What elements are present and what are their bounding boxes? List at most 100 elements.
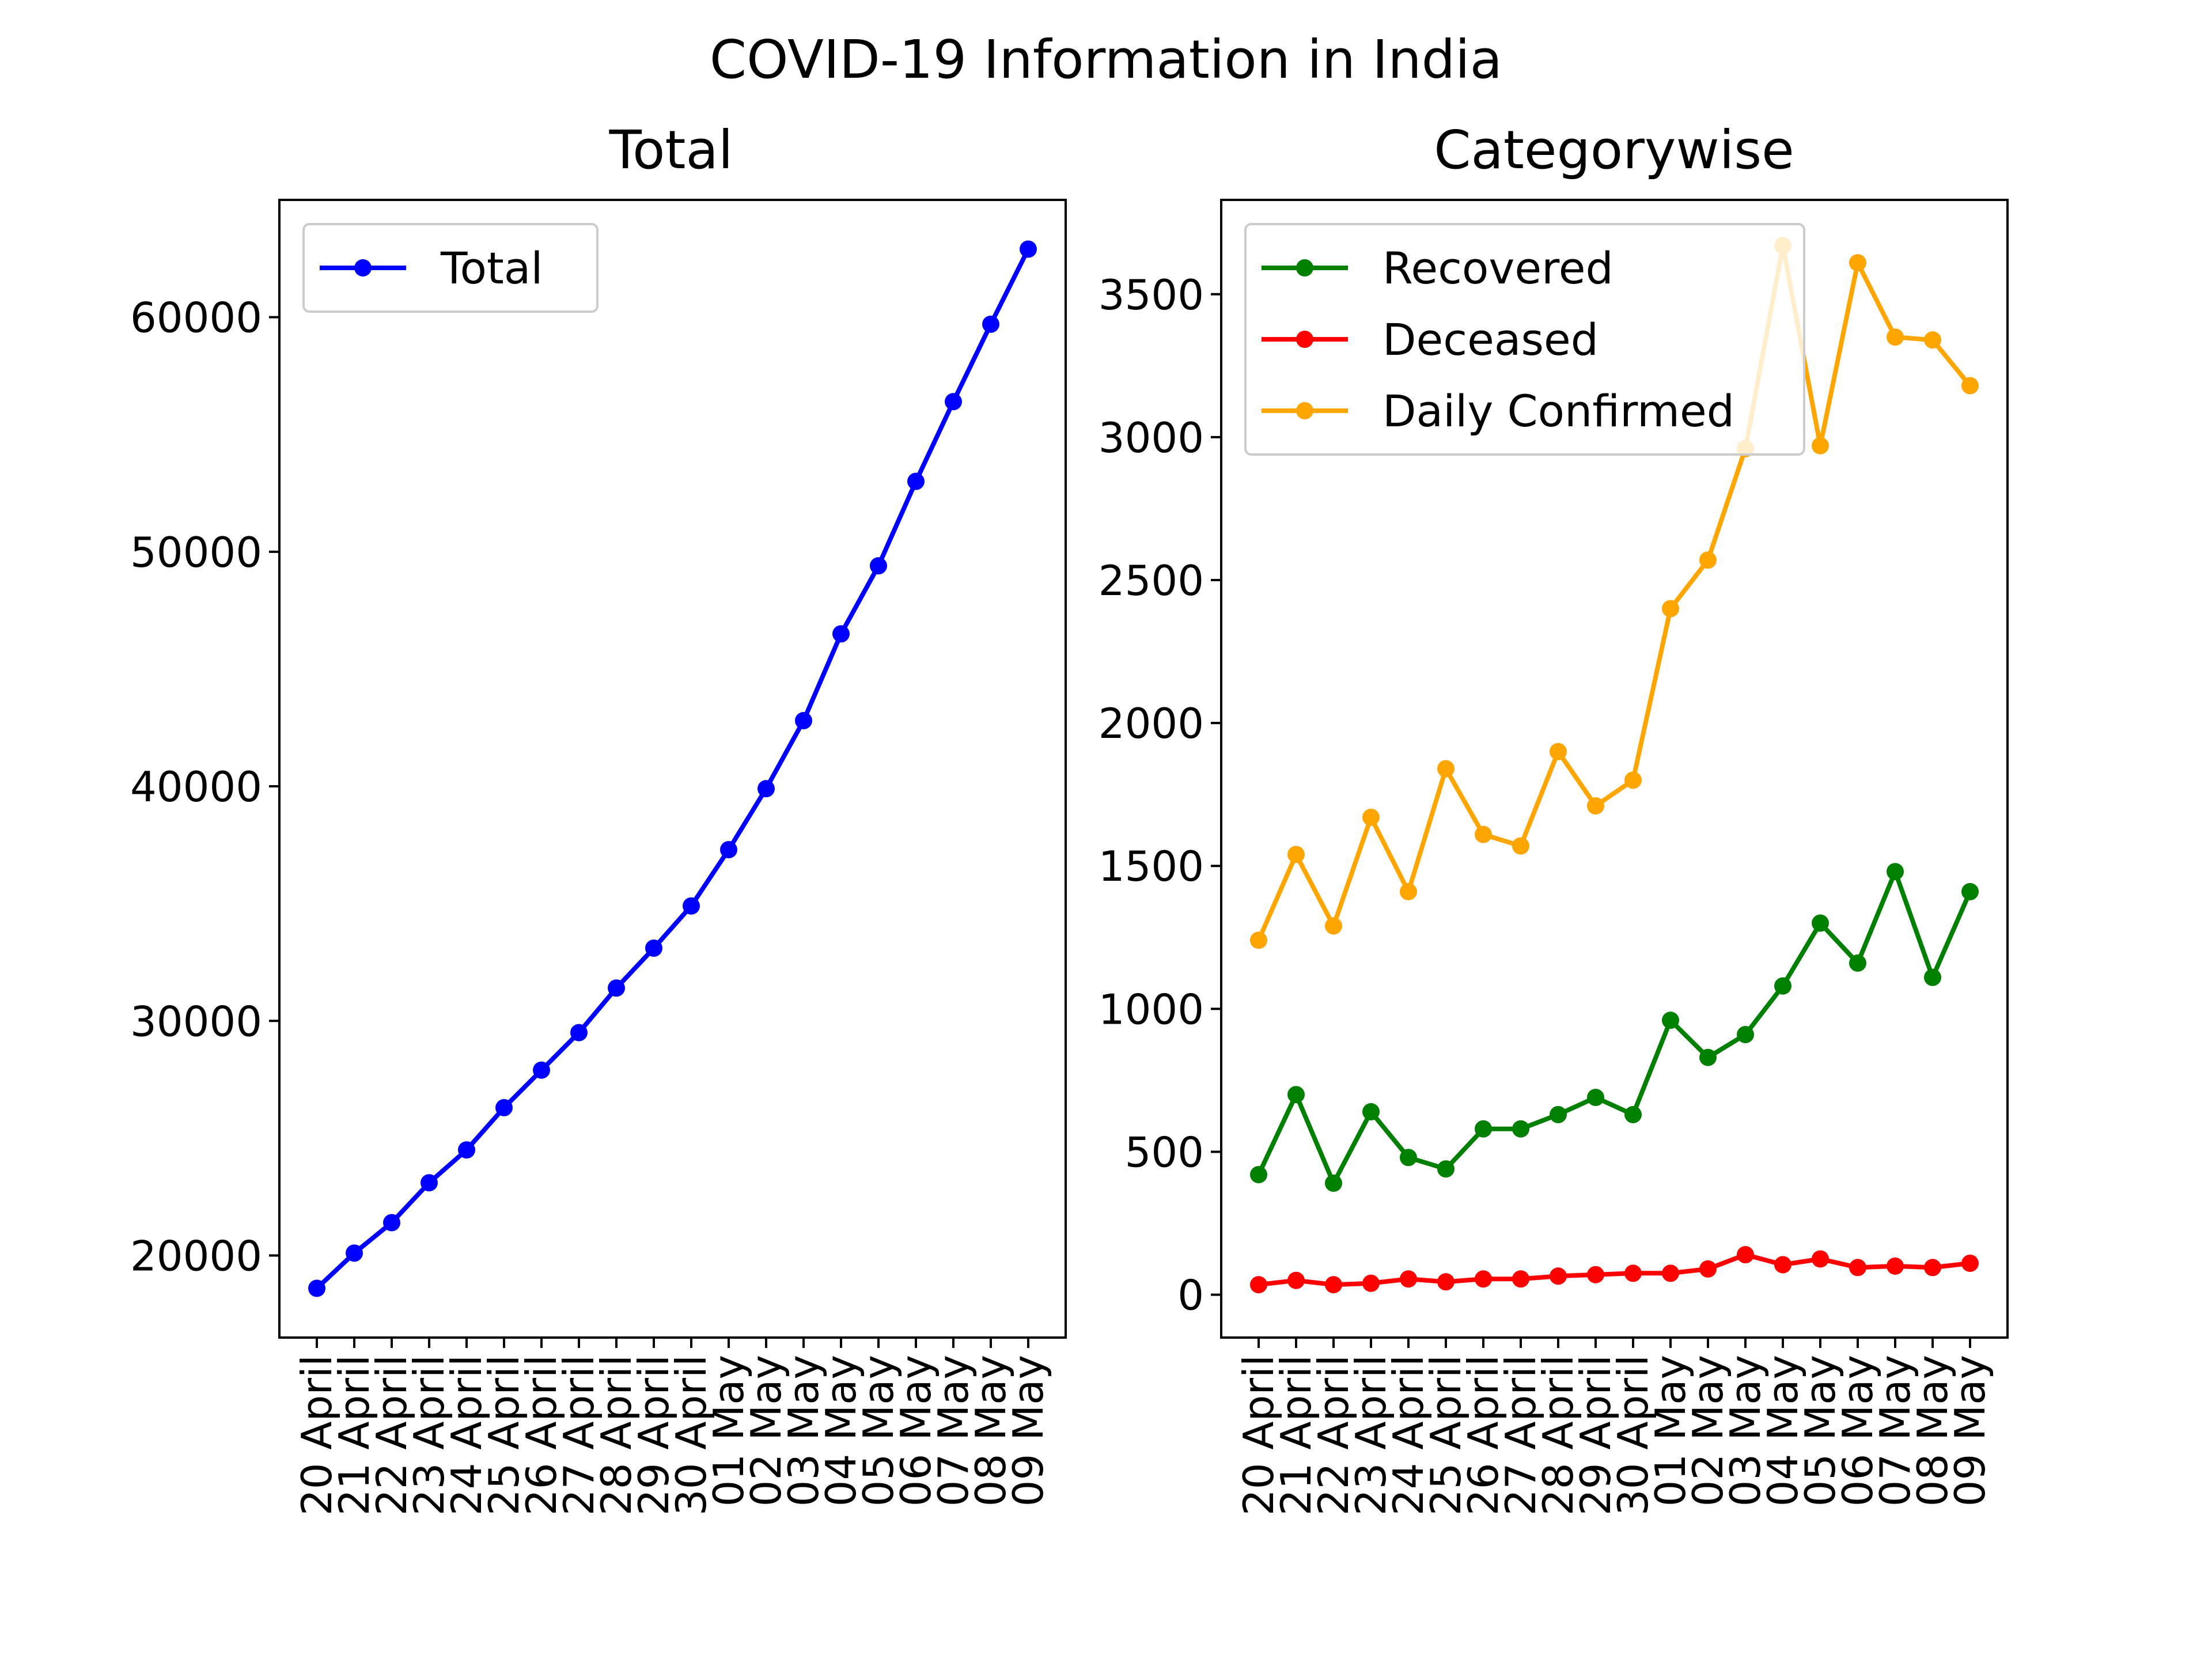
categorywise-chart-y-axis: 0 500 1000 1500 2000 2500 3000 3500 xyxy=(1099,271,1221,1320)
categorywise-chart-recovered-point xyxy=(1325,1175,1342,1192)
categorywise-chart-x-tick-label: 09 May xyxy=(1946,1355,1994,1506)
categorywise-chart-deceased-point xyxy=(1250,1276,1267,1294)
categorywise-chart-daily-confirmed-point xyxy=(1849,254,1866,272)
categorywise-chart-x-tick-label: 24 April xyxy=(1384,1355,1433,1516)
categorywise-chart-recovered-point xyxy=(1587,1089,1604,1107)
categorywise-chart-deceased-point xyxy=(1774,1256,1791,1274)
categorywise-chart-x-tick-label: 23 April xyxy=(1347,1355,1395,1516)
categorywise-chart-y-tick-label: 0 xyxy=(1177,1271,1204,1320)
categorywise-chart-recovered-point xyxy=(1287,1086,1305,1104)
categorywise-chart-daily-confirmed-point xyxy=(1400,882,1417,900)
categorywise-chart-recovered-point xyxy=(1362,1103,1380,1120)
total-chart-total-point xyxy=(495,1099,513,1116)
categorywise-chart-x-tick-label: 05 May xyxy=(1796,1355,1844,1506)
categorywise-chart-recovered-point xyxy=(1662,1012,1679,1029)
categorywise-chart-deceased-point xyxy=(1512,1270,1529,1288)
categorywise-chart-recovered-point xyxy=(1812,914,1829,932)
total-chart-total-point xyxy=(346,1244,363,1262)
categorywise-chart-recovered-point xyxy=(1961,882,1979,900)
categorywise-chart-recovered-point xyxy=(1849,954,1866,972)
categorywise-chart-y-tick-label: 1000 xyxy=(1099,985,1204,1033)
total-chart-total-point xyxy=(645,940,662,957)
categorywise-chart-daily-confirmed-point xyxy=(1437,760,1455,778)
total-chart-y-tick-label: 50000 xyxy=(130,528,262,577)
categorywise-chart-daily-confirmed-point xyxy=(1512,837,1529,855)
total-chart-total-point xyxy=(458,1141,475,1159)
total-chart-total-point xyxy=(1020,240,1037,258)
categorywise-chart-deceased-point xyxy=(1662,1264,1679,1282)
categorywise-chart-deceased-point xyxy=(1924,1259,1941,1277)
total-chart-y-tick-label: 40000 xyxy=(130,763,262,811)
categorywise-chart-daily-confirmed-point xyxy=(1250,931,1267,949)
categorywise-chart-daily-confirmed-point xyxy=(1587,797,1604,815)
categorywise-chart-panel: Categorywise 0 500 1000 1500 2000 2500 3000 350… xyxy=(1099,119,2009,1516)
categorywise-chart-recovered-legend-marker xyxy=(1296,259,1313,276)
categorywise-chart-legend: Recovered Deceased Daily Confirmed xyxy=(1244,223,1805,456)
total-chart-x-tick-label: 04 May xyxy=(817,1355,865,1506)
categorywise-chart-deceased-point xyxy=(1400,1270,1417,1288)
total-chart-y-tick-label: 30000 xyxy=(130,997,262,1046)
categorywise-chart-deceased-point xyxy=(1587,1266,1604,1283)
categorywise-chart-deceased-point xyxy=(1362,1274,1380,1292)
categorywise-chart-x-tick-label: 30 April xyxy=(1609,1355,1657,1516)
total-chart-panel: Total 20000 30000 40000 50000 60000 20 April… xyxy=(130,119,1067,1516)
total-chart-total-point xyxy=(907,472,925,490)
categorywise-chart-deceased-point xyxy=(1699,1260,1717,1278)
categorywise-chart-daily-confirmed-point xyxy=(1812,437,1829,454)
categorywise-chart-legend-box xyxy=(1244,223,1805,456)
total-chart-legend-box xyxy=(302,223,599,313)
categorywise-chart-deceased-legend-marker xyxy=(1296,331,1313,348)
categorywise-chart-y-tick-label: 1500 xyxy=(1099,842,1204,891)
total-chart-total-point xyxy=(945,393,962,411)
total-chart-total-point xyxy=(608,979,625,997)
total-chart-total-point xyxy=(308,1279,325,1297)
categorywise-chart-recovered-point xyxy=(1624,1105,1642,1123)
total-chart-x-tick-label: 07 May xyxy=(929,1355,978,1506)
categorywise-chart-deceased-point xyxy=(1737,1246,1754,1264)
categorywise-chart-x-tick-label: 26 April xyxy=(1459,1355,1508,1516)
categorywise-chart-recovered-point xyxy=(1512,1120,1529,1138)
total-chart-total-point xyxy=(570,1024,588,1041)
categorywise-chart-x-tick-label: 25 April xyxy=(1422,1355,1470,1516)
total-chart-total-point xyxy=(982,315,999,333)
categorywise-chart-plot-area xyxy=(1220,199,2009,1339)
categorywise-chart-deceased-point xyxy=(1961,1254,1979,1272)
categorywise-chart-x-tick-label: 29 April xyxy=(1571,1355,1620,1516)
total-chart-x-tick-label: 09 May xyxy=(1004,1355,1052,1506)
categorywise-chart-recovered-point xyxy=(1250,1166,1267,1184)
categorywise-chart-recovered-point xyxy=(1437,1160,1455,1178)
categorywise-chart-daily-confirmed-legend-label: Daily Confirmed xyxy=(1382,385,1734,437)
categorywise-chart-daily-confirmed-point xyxy=(1961,377,1979,395)
categorywise-chart-x-tick-label: 08 May xyxy=(1908,1355,1957,1506)
total-chart-x-tick-label: 22 April xyxy=(368,1355,416,1516)
categorywise-chart-y-tick-label: 3000 xyxy=(1099,414,1204,462)
categorywise-chart-deceased-point xyxy=(1624,1264,1642,1282)
categorywise-chart-daily-confirmed-legend-marker xyxy=(1296,402,1313,419)
total-chart-x-tick-label: 01 May xyxy=(704,1355,753,1506)
categorywise-chart-deceased-point xyxy=(1849,1259,1866,1277)
total-chart-total-point xyxy=(870,557,887,575)
categorywise-chart-daily-confirmed-point xyxy=(1550,743,1567,760)
categorywise-chart-x-tick-label: 22 April xyxy=(1309,1355,1358,1516)
total-chart-x-tick-label: 03 May xyxy=(779,1355,828,1506)
categorywise-chart-daily-confirmed-line xyxy=(1256,243,1972,941)
total-chart-x-tick-label: 02 May xyxy=(742,1355,790,1506)
categorywise-chart-x-tick-label: 07 May xyxy=(1871,1355,1919,1506)
categorywise-chart-deceased-legend-label: Deceased xyxy=(1382,314,1599,365)
total-chart-total-point xyxy=(832,625,850,643)
total-chart-x-tick-label: 27 April xyxy=(555,1355,603,1516)
total-chart-total-point xyxy=(720,840,737,858)
categorywise-chart-y-tick-label: 3500 xyxy=(1099,271,1204,319)
total-chart-x-tick-label: 25 April xyxy=(480,1355,528,1516)
categorywise-chart-recovered-point xyxy=(1550,1105,1567,1123)
categorywise-chart-recovered-line xyxy=(1256,869,1972,1185)
categorywise-chart-deceased-point xyxy=(1812,1250,1829,1268)
categorywise-chart-daily-confirmed-point xyxy=(1362,808,1380,826)
total-chart-x-tick-label: 24 April xyxy=(442,1355,491,1516)
total-chart-x-tick-label: 08 May xyxy=(967,1355,1015,1506)
categorywise-chart-x-tick-label: 28 April xyxy=(1534,1355,1582,1516)
categorywise-chart-daily-confirmed-point xyxy=(1924,331,1941,349)
